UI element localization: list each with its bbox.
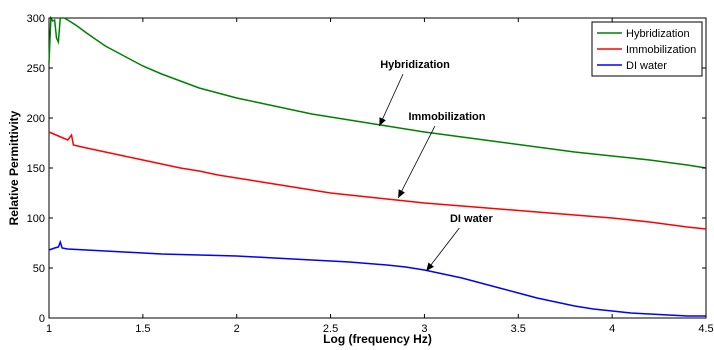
y-tick-label: 50 [33,263,45,275]
legend-box [591,21,703,77]
x-axis-title: Log (frequency Hz) [323,332,432,346]
ticks-layer: 1 1.5 2 2.5 3 3.5 4 4.5 0 50 100 150 200 250 300 [27,13,714,335]
series-layer [48,15,707,317]
legend-entry-2: DI water [626,60,667,72]
x-tick-label: 2.5 [323,323,338,335]
x-tick-label: 1.5 [135,323,150,335]
y-tick-label: 200 [27,113,45,125]
annotation-arrow-head [426,262,434,271]
x-tick-label: 2 [234,323,240,335]
series-line-1 [48,131,707,230]
y-tick-label: 150 [27,163,45,175]
annotation-arrow-line [379,73,404,127]
annotation-label-0: Hybridization [380,59,450,71]
annotations-layer: Hybridization Immobilization DI water [379,59,494,272]
annotation-arrow-head [379,117,386,126]
annotation-label-2: DI water [450,213,494,225]
annotation-label-1: Immobilization [408,111,485,123]
annotation-arrow-head [398,189,405,198]
x-tick-label: 4.5 [698,323,713,335]
y-tick-label: 300 [27,13,45,25]
x-tick-label: 3.5 [511,323,526,335]
y-tick-label: 100 [27,213,45,225]
legend-entry-0: Hybridization [626,28,690,40]
y-tick-label: 250 [27,63,45,75]
y-axis-title: Relative Permittivity [7,110,21,225]
legend-entry-1: Immobilization [626,44,696,56]
legend: Hybridization Immobilization DI water [591,21,703,77]
series-line-0 [48,15,707,169]
x-tick-label: 1 [46,323,52,335]
x-tick-label: 4 [609,323,615,335]
y-tick-label: 0 [39,313,45,325]
annotation-arrow-line [425,227,460,272]
series-line-2 [48,239,706,317]
x-tick-label: 3 [421,323,427,335]
annotation-arrow-line [397,125,436,199]
